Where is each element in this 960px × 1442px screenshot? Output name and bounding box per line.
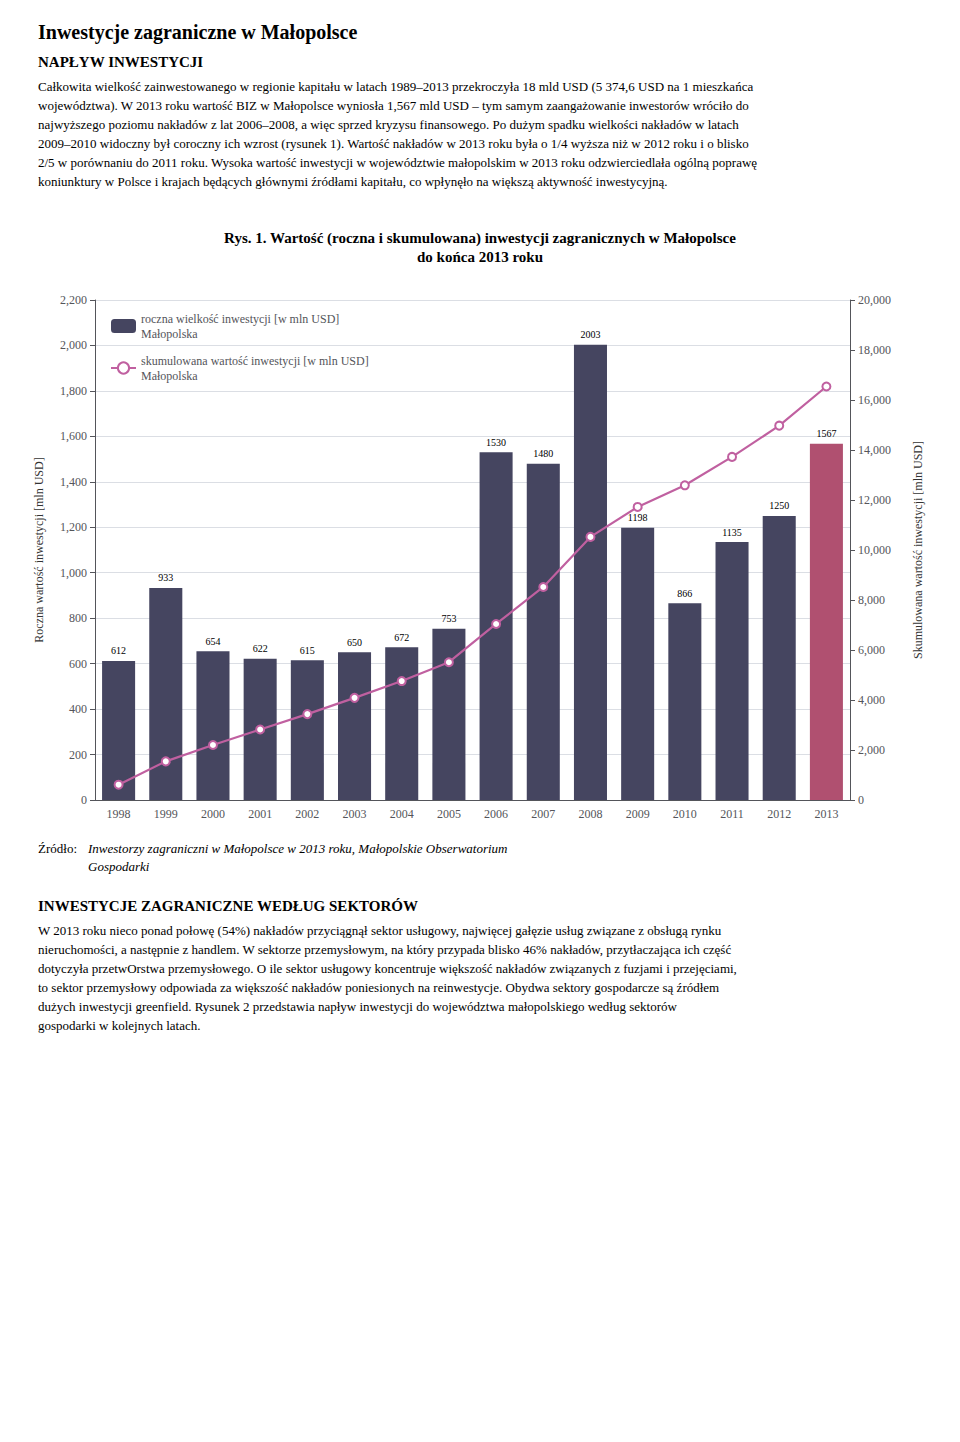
svg-text:Małopolska: Małopolska: [141, 369, 198, 383]
svg-text:nieruchomości, a następnie z h: nieruchomości, a następnie z handlem. W …: [38, 942, 731, 957]
svg-text:2,000: 2,000: [60, 338, 87, 352]
svg-text:800: 800: [69, 611, 87, 625]
svg-text:Całkowita wielkość zainwestowa: Całkowita wielkość zainwestowanego w reg…: [38, 79, 753, 94]
svg-text:1567: 1567: [816, 428, 836, 439]
svg-text:Rys. 1. Wartość (roczna i skum: Rys. 1. Wartość (roczna i skumulowana) i…: [224, 230, 736, 247]
svg-text:18,000: 18,000: [858, 343, 891, 357]
svg-text:Małopolska: Małopolska: [141, 327, 198, 341]
svg-text:2003: 2003: [343, 807, 367, 821]
svg-text:W 2013 roku nieco ponad połowę: W 2013 roku nieco ponad połowę (54%) nak…: [38, 923, 722, 938]
svg-text:1530: 1530: [486, 437, 506, 448]
svg-text:2006: 2006: [484, 807, 508, 821]
svg-text:2004: 2004: [390, 807, 414, 821]
svg-text:2001: 2001: [248, 807, 272, 821]
svg-text:Roczna wartość inwestycji [mln: Roczna wartość inwestycji [mln USD]: [32, 457, 46, 642]
svg-text:20,000: 20,000: [858, 293, 891, 307]
svg-text:2009: 2009: [626, 807, 650, 821]
svg-text:16,000: 16,000: [858, 393, 891, 407]
svg-text:2005: 2005: [437, 807, 461, 821]
svg-text:2009–2010 widoczny był coroczn: 2009–2010 widoczny był coroczny ich wzro…: [38, 136, 749, 151]
svg-text:6,000: 6,000: [858, 643, 885, 657]
svg-text:400: 400: [69, 702, 87, 716]
svg-text:672: 672: [394, 632, 409, 643]
svg-text:Gospodarki: Gospodarki: [88, 859, 150, 874]
svg-text:to sektor przemysłowy odpowiad: to sektor przemysłowy odpowiada za więks…: [38, 980, 719, 995]
svg-text:koniunktury w Polsce i krajach: koniunktury w Polsce i krajach będących …: [38, 174, 668, 189]
svg-text:Źródło:: Źródło:: [38, 841, 77, 856]
svg-text:8,000: 8,000: [858, 593, 885, 607]
svg-text:612: 612: [111, 645, 126, 656]
svg-text:200: 200: [69, 748, 87, 762]
svg-text:2002: 2002: [295, 807, 319, 821]
svg-text:województwa). W 2013 roku wart: województwa). W 2013 roku wartość BIZ w …: [38, 98, 749, 113]
svg-text:Skumulowana wartość inwestycji: Skumulowana wartość inwestycji [mln USD]: [911, 441, 925, 659]
svg-text:dotyczyła przetwOrstwa przemys: dotyczyła przetwOrstwa przemysłowego. O …: [38, 961, 737, 976]
svg-text:Inwestorzy zagraniczni w Małop: Inwestorzy zagraniczni w Małopolsce w 20…: [87, 841, 507, 856]
svg-text:Inwestycje zagraniczne w Małop: Inwestycje zagraniczne w Małopolsce: [38, 21, 357, 44]
svg-text:4,000: 4,000: [858, 693, 885, 707]
svg-text:1,400: 1,400: [60, 475, 87, 489]
svg-text:1,000: 1,000: [60, 566, 87, 580]
svg-text:600: 600: [69, 657, 87, 671]
svg-text:1,800: 1,800: [60, 384, 87, 398]
svg-text:933: 933: [158, 572, 173, 583]
svg-text:1480: 1480: [533, 448, 553, 459]
svg-text:1250: 1250: [769, 500, 789, 511]
svg-text:14,000: 14,000: [858, 443, 891, 457]
svg-text:2013: 2013: [814, 807, 838, 821]
svg-text:1,600: 1,600: [60, 429, 87, 443]
svg-text:753: 753: [441, 613, 456, 624]
svg-text:2007: 2007: [531, 807, 555, 821]
svg-text:dużych inwestycji greenfield.: dużych inwestycji greenfield. Rysunek 2 …: [38, 999, 677, 1014]
svg-text:0: 0: [858, 793, 864, 807]
svg-text:1998: 1998: [107, 807, 131, 821]
svg-text:622: 622: [253, 643, 268, 654]
svg-text:gospodarki w kolejnych latach.: gospodarki w kolejnych latach.: [38, 1018, 200, 1033]
svg-text:2011: 2011: [720, 807, 744, 821]
svg-text:2/5 w porównaniu do 2011 roku.: 2/5 w porównaniu do 2011 roku. Wysoka wa…: [38, 155, 757, 170]
svg-text:skumulowana wartość inwestycji: skumulowana wartość inwestycji [w mln US…: [141, 354, 369, 368]
svg-text:2010: 2010: [673, 807, 697, 821]
svg-text:2000: 2000: [201, 807, 225, 821]
svg-text:2003: 2003: [580, 329, 600, 340]
svg-text:1,200: 1,200: [60, 520, 87, 534]
svg-text:10,000: 10,000: [858, 543, 891, 557]
svg-text:866: 866: [677, 588, 692, 599]
svg-text:650: 650: [347, 637, 362, 648]
svg-text:NAPŁYW INWESTYCJI: NAPŁYW INWESTYCJI: [38, 54, 203, 70]
svg-text:0: 0: [81, 793, 87, 807]
svg-text:do końca 2013 roku: do końca 2013 roku: [417, 249, 543, 265]
svg-text:2,000: 2,000: [858, 743, 885, 757]
svg-text:1198: 1198: [628, 512, 648, 523]
svg-text:2012: 2012: [767, 807, 791, 821]
svg-text:INWESTYCJE ZAGRANICZNE WEDŁUG: INWESTYCJE ZAGRANICZNE WEDŁUG SEKTORÓW: [38, 898, 418, 914]
svg-text:2008: 2008: [578, 807, 602, 821]
svg-text:1135: 1135: [722, 527, 742, 538]
svg-text:2,200: 2,200: [60, 293, 87, 307]
svg-text:615: 615: [300, 645, 315, 656]
svg-text:12,000: 12,000: [858, 493, 891, 507]
svg-text:najwyższego poziomu nakładów z: najwyższego poziomu nakładów z lat 2006–…: [38, 117, 739, 132]
svg-text:1999: 1999: [154, 807, 178, 821]
svg-text:654: 654: [205, 636, 220, 647]
svg-text:roczna wielkość inwestycji [w: roczna wielkość inwestycji [w mln USD]: [141, 312, 339, 326]
